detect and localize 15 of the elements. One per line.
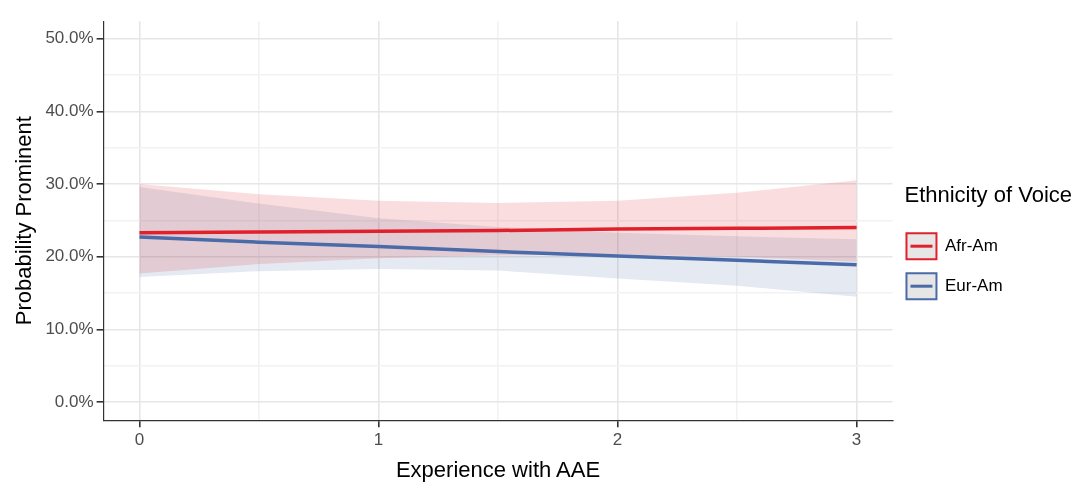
y-tick-label: 30.0% <box>45 173 94 193</box>
legend-label: Eur-Am <box>944 275 1003 295</box>
x-tick-label: 3 <box>851 430 862 450</box>
legend-title: Ethnicity of Voice <box>904 181 1073 207</box>
x-tick-label: 2 <box>612 430 623 450</box>
x-axis-title: Experience with AAE <box>395 456 601 482</box>
y-axis-title: Probability Prominent <box>11 116 37 326</box>
x-tick-label: 0 <box>134 430 145 450</box>
y-tick-label: 10.0% <box>45 319 94 339</box>
y-tick-label: 0.0% <box>54 391 94 411</box>
y-tick-label: 40.0% <box>45 101 94 121</box>
x-tick-label: 1 <box>373 430 384 450</box>
legend-label: Afr-Am <box>944 235 998 255</box>
y-tick-label: 50.0% <box>45 28 94 48</box>
y-tick-label: 20.0% <box>45 246 94 266</box>
